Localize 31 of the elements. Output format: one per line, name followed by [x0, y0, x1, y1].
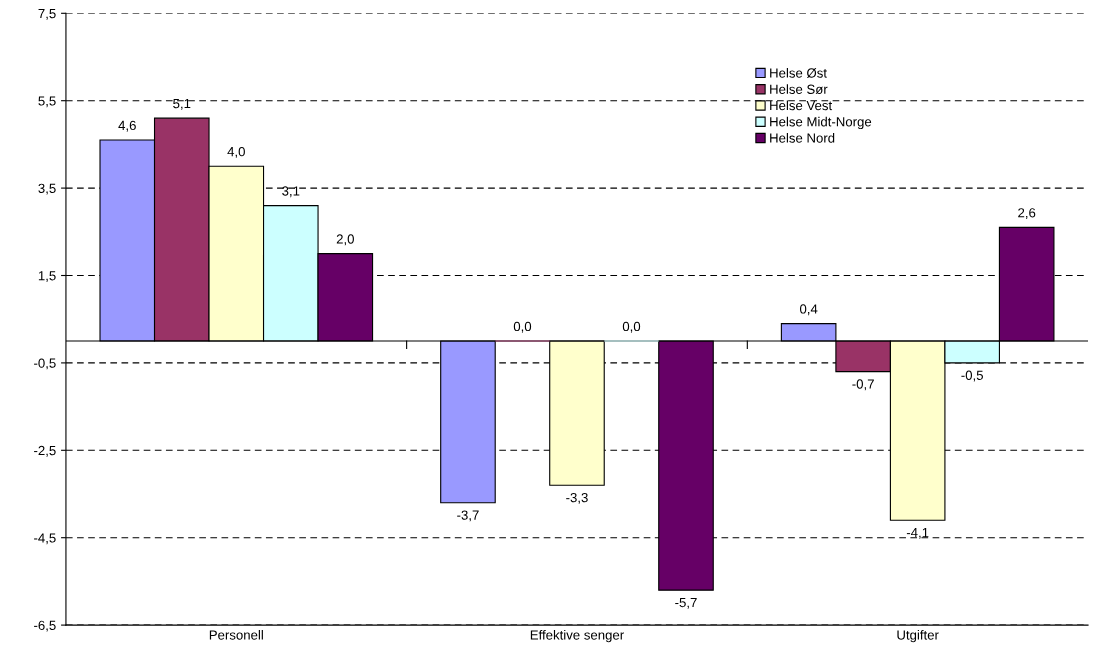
- data-label: 0,0: [513, 321, 532, 333]
- y-tick-label: -4,5: [34, 533, 56, 545]
- y-tick-label: -6,5: [34, 620, 56, 632]
- y-tick-label: -0,5: [34, 358, 56, 370]
- x-tick-label: Utgifter: [897, 629, 939, 643]
- data-label: -3,7: [457, 510, 479, 522]
- data-label: -0,7: [852, 379, 874, 391]
- y-tick-label: 3,5: [38, 183, 56, 195]
- legend-label: Helse Nord: [770, 133, 835, 143]
- y-tick-label: 5,5: [38, 96, 56, 108]
- data-label: -5,7: [675, 597, 697, 609]
- data-label: 4,0: [227, 146, 245, 158]
- data-label: 2,6: [1018, 208, 1036, 220]
- legend-label: Helse Vest: [770, 100, 833, 111]
- data-label: 2,0: [336, 234, 354, 246]
- data-label: 0,0: [622, 321, 641, 333]
- x-tick-label: Effektive senger: [530, 629, 624, 643]
- data-label: -0,5: [961, 370, 983, 382]
- legend-label: Helse Sør: [770, 84, 828, 95]
- data-label: -4,1: [906, 528, 929, 539]
- x-tick-label: Personell: [209, 629, 263, 640]
- y-tick-label: 1,5: [38, 271, 56, 282]
- data-label: 4,6: [118, 120, 136, 132]
- data-label: 0,4: [799, 304, 818, 316]
- data-label: 5,1: [173, 99, 191, 110]
- data-label: -3,3: [566, 492, 588, 504]
- legend-label: Helse Midt-Norge: [770, 116, 872, 130]
- y-tick-label: -2,5: [34, 445, 56, 457]
- data-label: 3,1: [282, 186, 300, 198]
- legend-label: Helse Øst: [770, 68, 827, 78]
- y-tick-label: 7,5: [38, 9, 56, 20]
